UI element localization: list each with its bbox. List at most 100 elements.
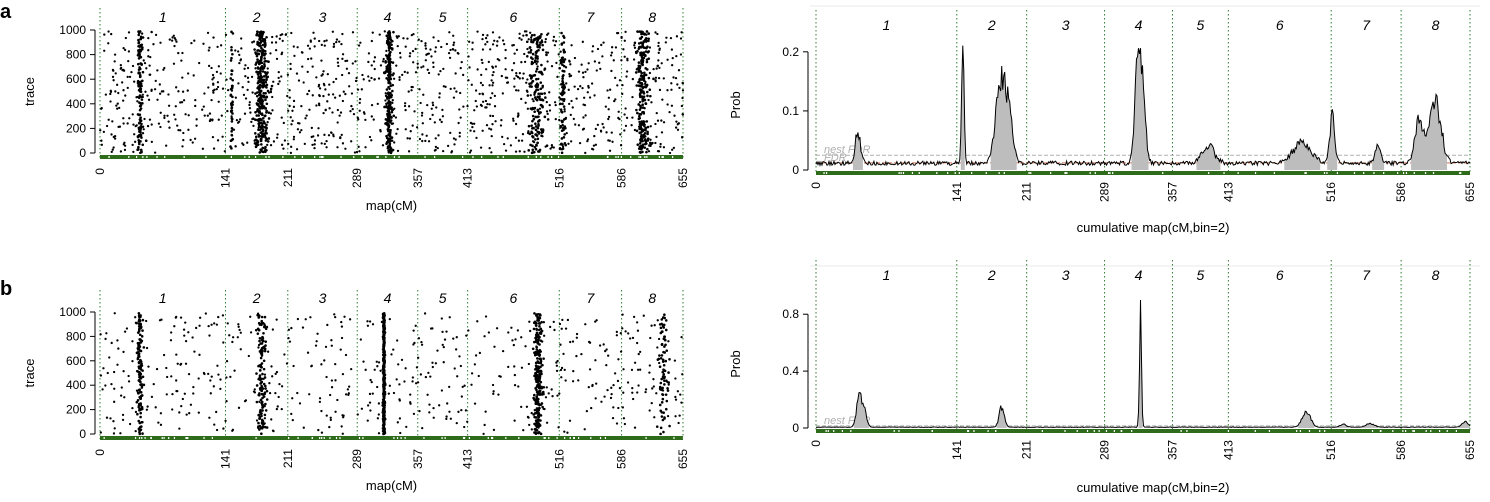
panel-a-scatter-hotspot-point: [545, 144, 549, 147]
panel-a-scatter-hotspot-point: [263, 39, 267, 42]
panel-b-scatter-point: [420, 340, 423, 344]
panel-a-scatter-point: [494, 65, 497, 68]
panel-a-scatter-hotspot-point: [530, 85, 533, 88]
panel-a-scatter-hotspot-point: [389, 60, 393, 64]
panel-b-scatter-point: [656, 319, 659, 322]
panel-a-scatter-point: [610, 69, 613, 73]
panel-b-scatter-hotspot-point: [139, 411, 142, 415]
panel-a-scatter-hotspot-point: [639, 88, 642, 92]
panel-b-scatter-hotspot-point: [265, 398, 269, 401]
panel-a-scatter-point: [177, 128, 180, 132]
panel-a-scatter-point: [203, 92, 206, 95]
panel-b-scatter-y-tick-label: 1000: [59, 305, 86, 319]
panel-a-scatter-hotspot-point: [388, 145, 392, 148]
panel-b-prob-peak-area: [1298, 411, 1315, 428]
panel-a-scatter-point: [347, 72, 351, 75]
panel-a-scatter-hotspot-point: [639, 41, 643, 45]
panel-b-scatter-point: [560, 376, 563, 379]
panel-b-scatter-point: [650, 401, 653, 405]
panel-a-scatter-point: [584, 114, 587, 117]
panel-b-scatter-y-tick-label: 400: [66, 378, 86, 392]
panel-b-prob-y-tick-label: 0.8: [782, 307, 799, 321]
panel-b-scatter-hotspot-point: [258, 336, 262, 340]
panel-a-scatter-point: [335, 77, 338, 81]
panel-a-scatter-hotspot-point: [535, 115, 539, 119]
panel-a-scatter-point: [659, 145, 662, 148]
panel-a-scatter-point: [609, 88, 612, 91]
panel-b-prob-rug-gap: [987, 430, 989, 432]
panel-a-scatter-point: [317, 102, 321, 105]
panel-a-scatter-point: [548, 104, 551, 107]
panel-b-scatter-hotspot-point: [382, 417, 386, 420]
panel-a-scatter-hotspot-point: [136, 62, 140, 66]
panel-a-scatter-hotspot-point: [137, 145, 140, 149]
panel-b-scatter-point: [415, 366, 419, 369]
panel-a-scatter-hotspot-point: [230, 127, 234, 130]
panel-a-scatter-hotspot-point: [136, 148, 139, 152]
panel-a-scatter-point: [338, 114, 341, 117]
panel-a-scatter-point: [675, 120, 678, 123]
panel-a-scatter-point: [681, 89, 685, 92]
panel-a-scatter-point: [424, 42, 427, 45]
panel-a-scatter-point: [280, 53, 283, 56]
panel-a-scatter-point: [501, 92, 504, 95]
panel-a-scatter-point: [565, 131, 568, 135]
panel-a-prob-rug-gap: [1112, 172, 1114, 174]
panel-b-scatter-point: [542, 407, 545, 411]
panel-a-scatter-point: [452, 96, 456, 99]
panel-b-scatter-chromosome-label: 3: [319, 290, 327, 306]
panel-a-scatter-point: [679, 53, 683, 56]
panel-a-scatter-point: [624, 30, 627, 34]
panel-b-scatter-hotspot-point: [382, 382, 386, 385]
panel-a-scatter-hotspot-point: [638, 142, 642, 145]
panel-b-scatter-point: [123, 330, 127, 333]
panel-a-scatter-point: [500, 119, 503, 122]
panel-b-scatter-hotspot-point: [535, 314, 538, 317]
panel-a-scatter-point: [313, 139, 317, 142]
panel-a-prob-rug-gap: [1373, 172, 1375, 174]
panel-b-scatter-hotspot-point: [534, 336, 537, 340]
panel-a-scatter-hotspot-point: [390, 122, 394, 125]
panel-b-scatter-point: [204, 312, 207, 315]
panel-a-scatter-point: [412, 61, 415, 64]
panel-a-prob-rug-gap: [1109, 172, 1111, 174]
panel-a-scatter-hotspot-point: [639, 138, 642, 142]
panel-b-prob-peak-area: [996, 405, 1007, 428]
panel-a-scatter-hotspot-point: [261, 130, 265, 133]
panel-a-prob-x-tick-label: 655: [1463, 182, 1477, 202]
panel-a-prob-rug-gap: [1305, 172, 1307, 174]
panel-a-scatter-point: [102, 130, 106, 134]
panel-b-scatter-hotspot-point: [540, 402, 544, 405]
panel-a-scatter-point: [431, 113, 434, 117]
panel-b-scatter-hotspot-point: [539, 339, 543, 342]
panel-a-scatter-point: [320, 142, 323, 145]
panel-a-scatter-hotspot-point: [385, 102, 388, 106]
panel-b-scatter-point: [423, 312, 427, 315]
panel-a-scatter-point: [467, 79, 470, 82]
panel-b-scatter-point: [225, 360, 229, 363]
panel-a-scatter-point: [313, 45, 316, 48]
panel-b-scatter-point: [649, 336, 652, 340]
panel-a-scatter-point: [370, 115, 373, 118]
panel-a-scatter-hotspot-point: [387, 60, 390, 63]
panel-b-scatter-point: [501, 349, 505, 353]
panel-a-scatter-point: [668, 110, 671, 114]
panel-a-scatter-point: [226, 88, 230, 92]
panel-b-prob-probability-line: [815, 299, 1471, 428]
panel-b-scatter-point: [180, 405, 183, 408]
panel-a-scatter-rug-gap: [340, 156, 342, 158]
panel-a-scatter-hotspot-point: [644, 138, 647, 141]
panel-a-scatter-point: [351, 107, 354, 111]
panel-a-scatter-hotspot-point: [260, 56, 263, 60]
panel-b-scatter-hotspot-point: [655, 425, 659, 428]
panel-a-scatter-point: [109, 100, 112, 103]
panel-b-scatter-hotspot-point: [140, 335, 144, 338]
panel-a-scatter-hotspot-point: [648, 88, 652, 92]
panel-b-prob-rug-gap: [825, 430, 827, 432]
panel-a-scatter-point: [545, 100, 548, 104]
panel-b-scatter-point: [320, 363, 323, 366]
panel-b-scatter-point: [253, 388, 256, 391]
panel-a-scatter-point: [207, 64, 211, 68]
panel-b-scatter-point: [542, 321, 546, 324]
panel-a-scatter-point: [449, 87, 452, 91]
